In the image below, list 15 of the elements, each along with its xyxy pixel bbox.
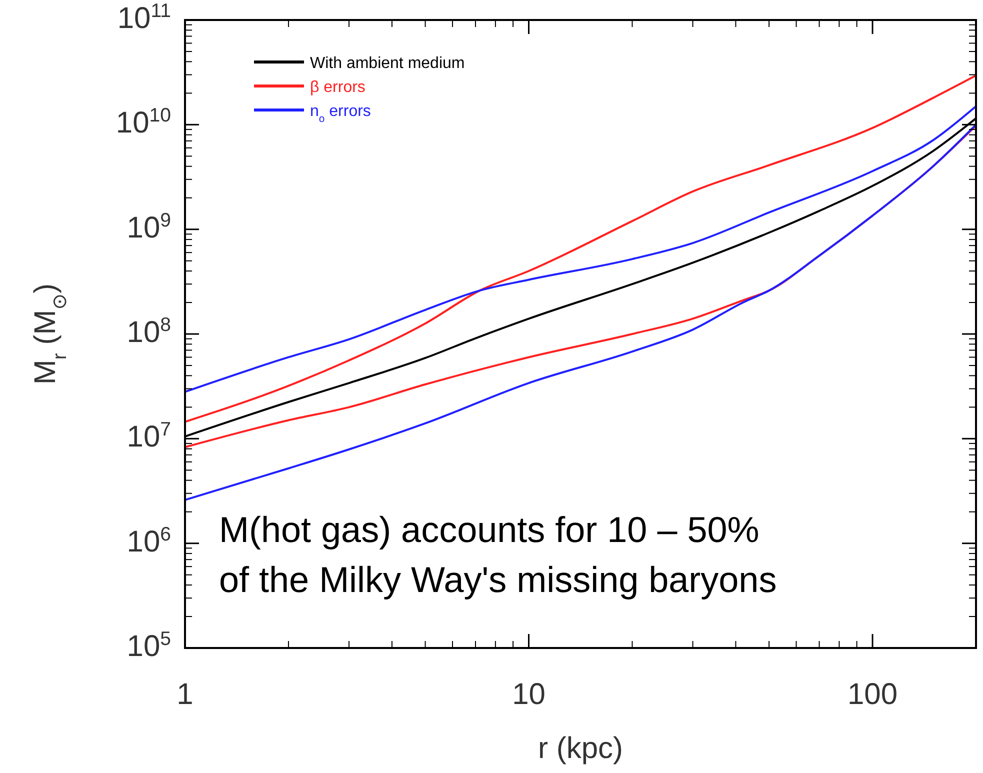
y-tick-label: 10$^{7}$ [126, 418, 171, 454]
y-tick-label: 10$^{10}$ [116, 104, 172, 140]
y-tick-label: 10$^{8}$ [126, 314, 171, 349]
x-tick-label: 10 [512, 678, 546, 711]
legend-label: n$_{o}$ errors [310, 103, 371, 124]
y-tick-label: 10$^{9}$ [126, 209, 171, 244]
legend-label: With ambient medium [310, 55, 465, 72]
annotation: M(hot gas) accounts for 10 – 50% of the Milky Way's missing baryons [219, 509, 777, 600]
y-tick-label: 10$^{6}$ [126, 523, 171, 558]
x-axis-title: r (kpc) [538, 732, 623, 765]
y-tick-label: 10$^{5}$ [126, 628, 172, 663]
legend-label: β errors [310, 79, 366, 96]
x-tick-label: 1 [176, 678, 194, 711]
x-tick-label: 100 [847, 678, 898, 711]
y-tick-label: 10$^{11}$ [117, 0, 171, 35]
